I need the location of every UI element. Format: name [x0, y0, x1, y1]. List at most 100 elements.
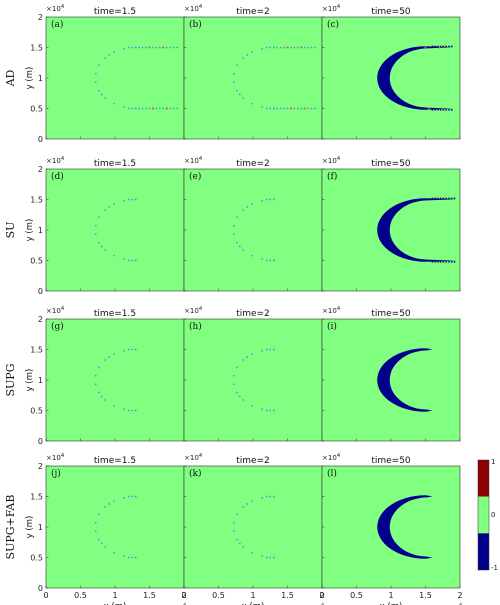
row-label-0: AD: [4, 69, 17, 87]
front-point: [448, 109, 450, 111]
panel-background: [45, 318, 185, 442]
y-multiplier: ×104: [46, 306, 65, 315]
panel-label: (a): [51, 19, 63, 30]
front-point: [297, 107, 299, 110]
panel-background: [183, 16, 323, 140]
front-point: [266, 556, 268, 559]
overshoot-point: [148, 46, 151, 49]
y-tick-label: 1.5: [30, 493, 43, 502]
y-axis-label: y (m): [25, 219, 35, 242]
front-point: [251, 254, 253, 257]
y-tick-label: 0: [38, 437, 43, 446]
x-tick-label: 1.5: [419, 591, 432, 600]
front-point: [251, 51, 253, 54]
front-point: [239, 542, 241, 545]
colorbar-zero: [478, 496, 489, 534]
front-point: [155, 107, 158, 110]
front-point: [314, 107, 316, 110]
panel-label: (i): [327, 321, 337, 332]
front-point: [104, 249, 106, 251]
front-point: [152, 46, 154, 49]
overshoot-point: [424, 46, 427, 49]
y-multiplier-exp: 4: [199, 306, 203, 312]
front-point: [236, 89, 238, 92]
y-multiplier: ×104: [184, 453, 203, 462]
front-point: [251, 102, 253, 105]
colorbar: 1 0 -1: [477, 458, 498, 572]
front-point: [104, 209, 106, 211]
y-tick-label: 2: [38, 13, 43, 22]
y-tick-label: 0.5: [30, 105, 43, 114]
front-point: [261, 48, 264, 50]
front-point: [431, 197, 434, 200]
front-point: [273, 348, 275, 351]
front-point: [135, 348, 137, 351]
front-point: [453, 197, 456, 200]
y-tick-label: 2: [38, 315, 43, 324]
front-point: [104, 506, 106, 508]
y-multiplier-exp: 4: [61, 4, 65, 10]
x-tick-label: 2: [181, 591, 186, 600]
y-tick-label: 0: [38, 584, 43, 593]
y-tick-label: 0.5: [30, 257, 43, 266]
y-multiplier-exp: 4: [337, 4, 341, 10]
front-point: [269, 259, 271, 262]
front-point: [128, 198, 130, 201]
y-multiplier-exp: 4: [61, 306, 65, 312]
front-point: [98, 366, 100, 369]
panel-title: time=1.5: [94, 309, 136, 319]
front-point: [251, 500, 253, 503]
panel-(g): (g) time=1.5 ×104 0 0.5 1 1.5 2: [30, 306, 185, 446]
front-point: [297, 46, 299, 49]
panel-background: [183, 318, 323, 442]
front-point: [123, 408, 126, 410]
front-point: [437, 109, 439, 111]
front-point: [104, 399, 106, 401]
panel-background: [45, 16, 185, 140]
x-tick-label: 0: [319, 591, 324, 600]
front-point: [304, 46, 306, 49]
front-point: [283, 46, 285, 49]
front-point: [273, 556, 275, 559]
front-point: [131, 198, 133, 201]
y-multiplier: ×104: [322, 156, 341, 165]
front-point: [242, 359, 244, 361]
front-point: [453, 261, 456, 263]
front-point: [95, 383, 97, 386]
x-multiplier: ×104: [168, 603, 187, 605]
front-point: [261, 106, 264, 108]
front-point: [242, 209, 244, 211]
front-point: [135, 107, 137, 110]
front-point: [448, 45, 450, 48]
front-point: [169, 107, 171, 110]
front-point: [450, 45, 453, 48]
panel-background: [183, 465, 323, 589]
front-point: [439, 45, 442, 48]
y-tick-label: 0: [38, 135, 43, 144]
front-point: [269, 556, 271, 559]
y-multiplier: ×104: [184, 156, 203, 165]
front-point: [242, 546, 244, 548]
row-label-3: SUPG+FAB: [4, 495, 17, 560]
front-point: [95, 233, 97, 236]
x-tick-label: 1.5: [281, 591, 294, 600]
colorbar-negative: [478, 533, 489, 570]
y-multiplier-exp: 4: [199, 453, 203, 459]
panel-(b): (b) time=2 ×104: [183, 4, 323, 140]
x-tick-label: 0.5: [212, 591, 225, 600]
panel-(a): (a) time=1.5 ×104 0 0.5 1 1.5 2: [30, 4, 185, 144]
front-point: [239, 245, 241, 248]
front-point: [113, 254, 115, 257]
front-point: [148, 107, 151, 110]
front-point: [108, 54, 110, 56]
colorbar-tick: -1: [491, 564, 498, 572]
y-tick-label: 1.5: [30, 44, 43, 53]
front-point: [233, 530, 235, 533]
front-point: [251, 551, 253, 554]
front-point: [101, 542, 103, 545]
front-point: [442, 45, 445, 48]
front-point: [131, 348, 133, 351]
y-tick-label: 1.5: [30, 196, 43, 205]
front-point: [123, 258, 126, 260]
